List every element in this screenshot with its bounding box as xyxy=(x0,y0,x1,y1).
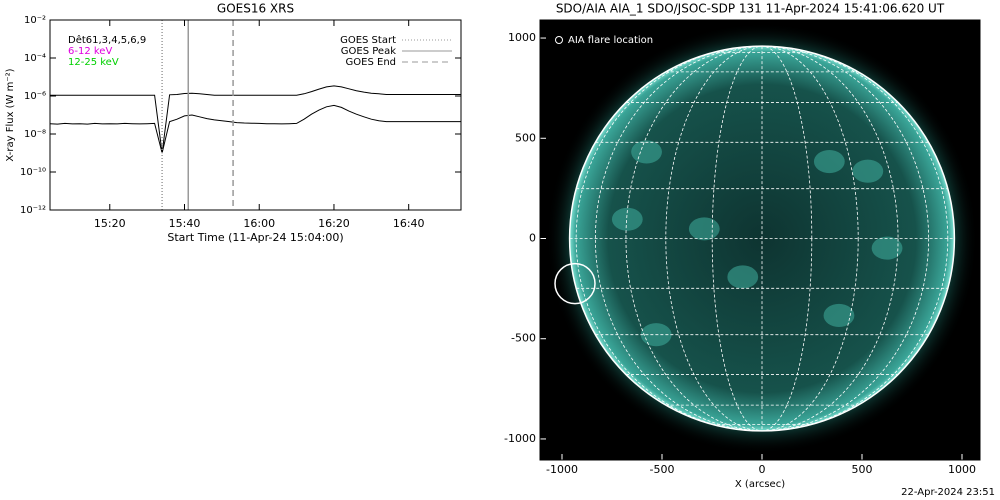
active-region xyxy=(688,217,720,241)
x-tick-label: -1000 xyxy=(546,463,578,476)
channel-label: 12-25 keV xyxy=(68,57,119,68)
x-tick-label: 500 xyxy=(852,463,873,476)
legend-marker xyxy=(555,36,563,44)
x-axis-label: Start Time (11-Apr-24 15:04:00) xyxy=(167,231,343,244)
x-axis-label: X (arcsec) xyxy=(735,479,785,490)
legend-label: GOES End xyxy=(346,57,396,68)
y-axis-label: X-ray Flux (W m⁻²) xyxy=(5,68,16,161)
x-tick-label: 1000 xyxy=(948,463,976,476)
footer: 22-Apr-2024 23:51 xyxy=(901,487,995,498)
y-tick-label: 10⁻⁸ xyxy=(24,129,46,140)
active-region xyxy=(813,149,845,174)
active-region xyxy=(871,236,903,260)
grid-longitude xyxy=(625,45,899,432)
aia-panel: SDO/AIA AIA_1 SDO/JSOC-SDP 131 11-Apr-20… xyxy=(504,2,981,490)
x-tick-label: 0 xyxy=(759,463,766,476)
flare-marker xyxy=(554,262,596,305)
y-tick-label: 0 xyxy=(529,231,536,244)
y-tick-label: 1000 xyxy=(508,31,536,44)
plot-frame xyxy=(49,19,462,211)
chart-title: GOES16 XRS xyxy=(217,2,294,16)
flux-line xyxy=(49,104,461,154)
solar-image xyxy=(546,23,978,454)
flux-line xyxy=(50,85,461,154)
x-tick-label: 16:20 xyxy=(318,217,350,230)
legend-label: GOES Start xyxy=(340,35,396,46)
y-tick-label: 10⁻¹⁰ xyxy=(20,167,46,178)
channel-label: Dêt61,3,4,5,6,9 xyxy=(68,34,146,46)
y-tick-label: -1000 xyxy=(504,432,536,445)
x-tick-label: 15:40 xyxy=(169,217,201,230)
y-tick-label: 10⁻⁶ xyxy=(24,91,46,102)
x-tick-label: 15:20 xyxy=(94,217,126,230)
channel-label: 6-12 keV xyxy=(68,46,112,57)
y-tick-label: 500 xyxy=(515,131,536,144)
y-tick-label: 10⁻² xyxy=(24,15,46,26)
active-region xyxy=(823,303,855,328)
y-tick-label: 10⁻¹² xyxy=(20,205,46,216)
y-tick-label: -500 xyxy=(511,332,536,345)
goes-panel: GOES16 XRS Start Time (11-Apr-24 15:04:00… xyxy=(5,2,462,244)
legend-label: GOES Peak xyxy=(341,46,396,57)
plot-frame xyxy=(539,19,981,461)
active-region xyxy=(727,265,759,289)
active-region xyxy=(852,159,884,183)
x-tick-label: 16:40 xyxy=(393,217,425,230)
chart-title: SDO/AIA AIA_1 SDO/JSOC-SDP 131 11-Apr-20… xyxy=(556,2,945,16)
x-tick-label: -500 xyxy=(650,463,675,476)
y-tick-label: 10⁻⁴ xyxy=(24,53,46,64)
limb xyxy=(568,45,956,432)
active-region xyxy=(631,140,662,164)
legend-label: AIA flare location xyxy=(568,35,653,46)
active-region xyxy=(611,207,643,231)
x-tick-label: 16:00 xyxy=(243,217,275,230)
